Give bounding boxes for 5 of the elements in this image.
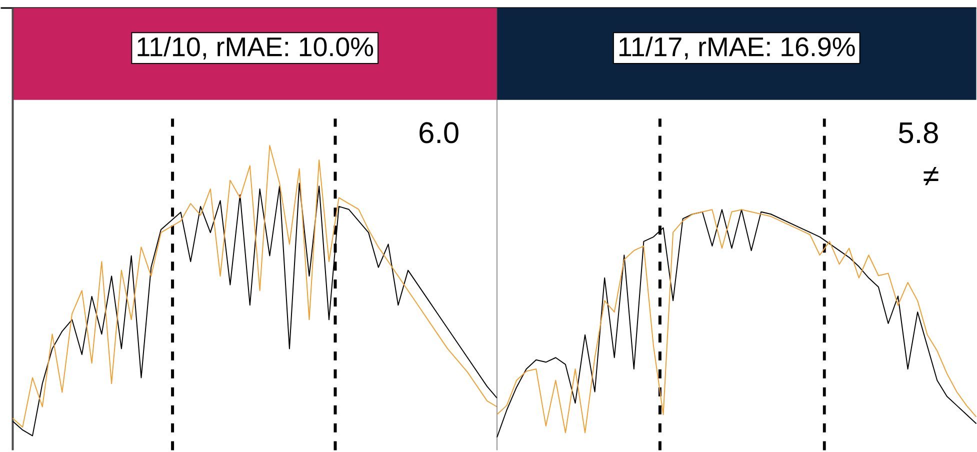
- text: ≠: [924, 167, 938, 186]
- text: 5.8: [898, 122, 938, 144]
- chart-title: 11/17, rMAE: 16.9%: [619, 36, 855, 60]
- text: 6.0: [420, 122, 458, 144]
- chart-title: 11/10, rMAE: 10.0%: [138, 36, 374, 60]
